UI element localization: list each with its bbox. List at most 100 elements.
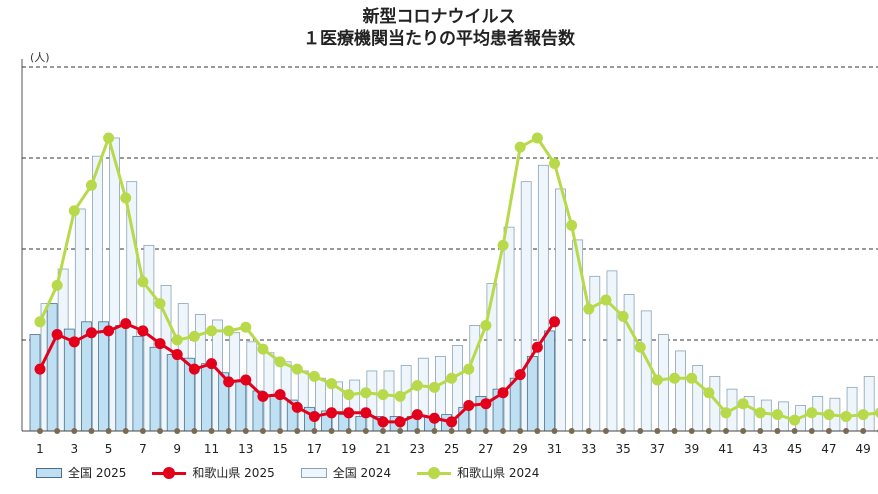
series-2025-point: [291, 401, 303, 413]
legend-item-line2025: 和歌山県 2025: [152, 464, 275, 481]
bar-2025: [509, 377, 521, 432]
series-2024-point: [34, 316, 46, 328]
series-2024-point: [634, 341, 646, 353]
baseline-marker: [37, 428, 43, 434]
series-2025-point: [137, 325, 149, 337]
series-2024-point: [206, 325, 217, 337]
baseline-marker: [54, 428, 61, 434]
chart-title-line1: 新型コロナウイルス: [362, 7, 516, 27]
series-2024-point: [326, 378, 338, 390]
series-2025-point: [171, 349, 183, 361]
series-2025-point: [51, 329, 63, 341]
baseline-marker: [860, 428, 867, 434]
series-2024-point: [754, 407, 766, 419]
series-2024-point: [566, 219, 578, 231]
series-2024-point: [874, 407, 878, 418]
baseline-marker: [397, 428, 404, 434]
bar-2025: [46, 303, 58, 432]
series-2025-point: [257, 390, 269, 402]
baseline-marker: [808, 428, 815, 434]
bar-2025: [269, 396, 281, 432]
series-2024-point: [154, 298, 166, 310]
series-2024-point: [377, 389, 389, 401]
baseline-marker: [259, 428, 266, 434]
series-2025-point: [411, 409, 423, 421]
baseline-marker: [208, 428, 215, 434]
x-tick-label: 35: [615, 442, 630, 456]
x-tick-label: 41: [718, 442, 733, 456]
series-2024-point: [549, 157, 560, 169]
series-2024-point: [703, 387, 715, 399]
bar-2025: [115, 325, 127, 432]
bar-2025: [526, 355, 538, 432]
x-tick-label: 11: [204, 442, 219, 456]
series-2025-point: [360, 407, 372, 419]
series-2024-point: [497, 239, 509, 251]
series-2025-point: [308, 410, 320, 422]
series-2024-point: [789, 414, 801, 426]
series-2024-point: [257, 343, 269, 355]
bar-2024: [846, 386, 858, 432]
x-tick-label: 5: [105, 442, 113, 456]
series-2025-point: [497, 387, 509, 399]
x-tick-label: 23: [410, 442, 425, 456]
baseline-marker: [500, 428, 507, 434]
series-2024-point: [68, 205, 80, 217]
legend-label-bar2025: 全国 2025: [68, 466, 127, 480]
x-tick-label: 15: [272, 442, 287, 456]
series-2025-point: [68, 336, 80, 348]
legend-item-line2024: 和歌山県 2024: [417, 464, 539, 481]
legend-swatch-bar2025: [36, 467, 62, 478]
baseline-marker: [791, 428, 798, 434]
x-tick-label: 39: [684, 442, 699, 456]
baseline-marker: [242, 428, 249, 434]
series-2024-point: [514, 141, 526, 153]
baseline-marker: [414, 428, 421, 434]
baseline-marker: [568, 428, 575, 434]
baseline-marker: [620, 428, 627, 434]
series-2025-point: [34, 363, 46, 375]
series-2024-point: [137, 276, 149, 288]
baseline-marker: [311, 428, 318, 434]
chart-title-line2: １医療機関当たりの平均患者報告数: [303, 29, 575, 49]
baseline-marker: [277, 428, 284, 434]
series-2025-point: [120, 318, 132, 330]
series-2025-point: [85, 327, 97, 339]
baseline-marker: [671, 428, 678, 434]
series-2025-point: [274, 389, 286, 401]
bar-2025: [132, 335, 144, 432]
series-2024-point: [240, 321, 252, 333]
series-2024-point: [806, 407, 818, 419]
series-2024-point: [360, 387, 372, 399]
bar-2025: [166, 354, 178, 432]
legend-label-line2025: 和歌山県 2025: [192, 466, 275, 480]
legend-swatch-bar2024: [300, 467, 327, 478]
baseline-marker: [551, 428, 558, 434]
series-2024-point: [103, 132, 115, 144]
series-2024-point: [857, 409, 869, 421]
series-2025-point: [480, 398, 492, 410]
x-tick-label: 25: [444, 442, 459, 456]
baseline-marker: [225, 428, 232, 434]
baseline-marker: [157, 428, 164, 434]
series-2024-point: [463, 363, 475, 375]
baseline-marker: [843, 428, 850, 434]
x-tick-label: 47: [821, 442, 836, 456]
series-2024-point: [428, 381, 440, 393]
bar-2025: [29, 334, 41, 432]
series-2024-point: [720, 407, 732, 419]
series-2024-point: [651, 374, 663, 386]
series-2024-point: [188, 330, 200, 342]
legend-item-bar2024: 全国 2024: [300, 464, 391, 481]
series-2025-point: [206, 358, 217, 370]
bar-2024: [640, 310, 652, 432]
series-2024-point: [274, 356, 286, 368]
baseline-marker: [362, 428, 369, 434]
series-2025-point: [343, 407, 355, 419]
series-2024-point: [600, 294, 612, 306]
baseline-marker: [105, 428, 112, 434]
bar-2025: [149, 346, 161, 432]
baseline-marker: [294, 428, 301, 434]
legend-swatch-line2025: [152, 466, 187, 480]
x-tick-label: 29: [513, 442, 528, 456]
